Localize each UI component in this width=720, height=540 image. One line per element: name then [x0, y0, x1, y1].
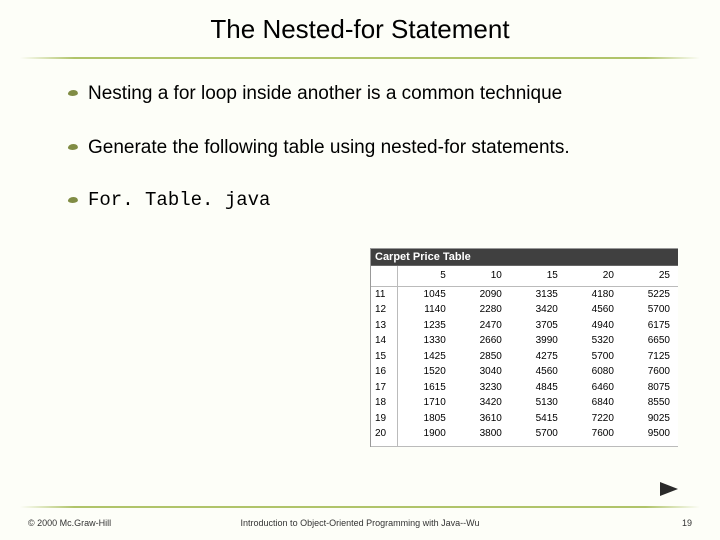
table-cell: 16 [371, 364, 397, 380]
table-cell: 6080 [566, 364, 622, 380]
slide-title: The Nested-for Statement [0, 14, 720, 45]
table-cell: 5130 [510, 395, 566, 411]
table-cell: 3800 [454, 426, 510, 446]
table-cell: 5700 [566, 349, 622, 365]
table-cell: 4180 [566, 286, 622, 302]
table-cell: 1710 [397, 395, 454, 411]
table-row: 1514252850427557007125 [371, 349, 678, 365]
content-area: Nesting a for loop inside another is a c… [0, 59, 720, 214]
table-cell: 6175 [622, 318, 678, 334]
table-caption: Carpet Price Table [371, 249, 678, 266]
table-cell: 3040 [454, 364, 510, 380]
table-cell: 5415 [510, 411, 566, 427]
table-cell: 14 [371, 333, 397, 349]
table-cell: 4560 [566, 302, 622, 318]
table-cell: 1520 [397, 364, 454, 380]
table-cell: 7600 [566, 426, 622, 446]
table-cell: 8075 [622, 380, 678, 396]
table-cell: 7220 [566, 411, 622, 427]
table-cell: 19 [371, 411, 397, 427]
table-cell: 3990 [510, 333, 566, 349]
table-row: 1312352470370549406175 [371, 318, 678, 334]
table-cell: 4940 [566, 318, 622, 334]
table-cell: 17 [371, 380, 397, 396]
table-row: 1413302660399053206650 [371, 333, 678, 349]
table-cell: 2090 [454, 286, 510, 302]
table-cell: 3705 [510, 318, 566, 334]
table-cell: 9500 [622, 426, 678, 446]
table-col-header: 20 [566, 266, 622, 286]
table-cell: 5700 [510, 426, 566, 446]
bullet-2: Generate the following table using neste… [88, 135, 660, 161]
page-number: 19 [682, 518, 692, 528]
table-cell: 9025 [622, 411, 678, 427]
table-cell: 5700 [622, 302, 678, 318]
table-cell: 3135 [510, 286, 566, 302]
carpet-price-table: Carpet Price Table 510152025 11104520903… [370, 248, 678, 447]
table-cell: 1900 [397, 426, 454, 446]
table-cell: 20 [371, 426, 397, 446]
table-cell: 12 [371, 302, 397, 318]
table-cell: 3420 [510, 302, 566, 318]
table-cell: 1425 [397, 349, 454, 365]
table-cell: 3420 [454, 395, 510, 411]
footer: © 2000 Mc.Graw-Hill Introduction to Obje… [0, 512, 720, 534]
table-cell: 4560 [510, 364, 566, 380]
table-row: 2019003800570076009500 [371, 426, 678, 446]
price-table-grid: 510152025 111045209031354180522512114022… [371, 266, 678, 447]
bullet-1: Nesting a for loop inside another is a c… [88, 81, 660, 107]
table-cell: 7600 [622, 364, 678, 380]
table-cell: 6460 [566, 380, 622, 396]
table-cell: 3230 [454, 380, 510, 396]
footer-title: Introduction to Object-Oriented Programm… [0, 518, 720, 528]
table-cell: 5320 [566, 333, 622, 349]
table-cell: 6840 [566, 395, 622, 411]
table-cell: 5225 [622, 286, 678, 302]
table-cell: 4845 [510, 380, 566, 396]
table-cell: 2470 [454, 318, 510, 334]
table-col-header: 5 [397, 266, 454, 286]
table-cell: 8550 [622, 395, 678, 411]
table-col-header [371, 266, 397, 286]
table-cell: 13 [371, 318, 397, 334]
table-row: 1211402280342045605700 [371, 302, 678, 318]
table-row: 1110452090313541805225 [371, 286, 678, 302]
table-row: 1716153230484564608075 [371, 380, 678, 396]
play-icon[interactable] [660, 482, 678, 496]
table-cell: 11 [371, 286, 397, 302]
divider-bottom [20, 506, 700, 508]
table-cell: 7125 [622, 349, 678, 365]
table-cell: 1805 [397, 411, 454, 427]
table-cell: 1615 [397, 380, 454, 396]
table-cell: 1330 [397, 333, 454, 349]
table-row: 1615203040456060807600 [371, 364, 678, 380]
table-row: 1817103420513068408550 [371, 395, 678, 411]
table-col-header: 25 [622, 266, 678, 286]
table-cell: 2850 [454, 349, 510, 365]
table-cell: 1235 [397, 318, 454, 334]
table-col-header: 10 [454, 266, 510, 286]
bullet-3: For. Table. java [88, 188, 660, 214]
table-cell: 2660 [454, 333, 510, 349]
table-cell: 3610 [454, 411, 510, 427]
table-cell: 2280 [454, 302, 510, 318]
table-col-header: 15 [510, 266, 566, 286]
table-cell: 15 [371, 349, 397, 365]
table-cell: 18 [371, 395, 397, 411]
table-cell: 6650 [622, 333, 678, 349]
table-cell: 1045 [397, 286, 454, 302]
table-cell: 4275 [510, 349, 566, 365]
table-cell: 1140 [397, 302, 454, 318]
table-row: 1918053610541572209025 [371, 411, 678, 427]
